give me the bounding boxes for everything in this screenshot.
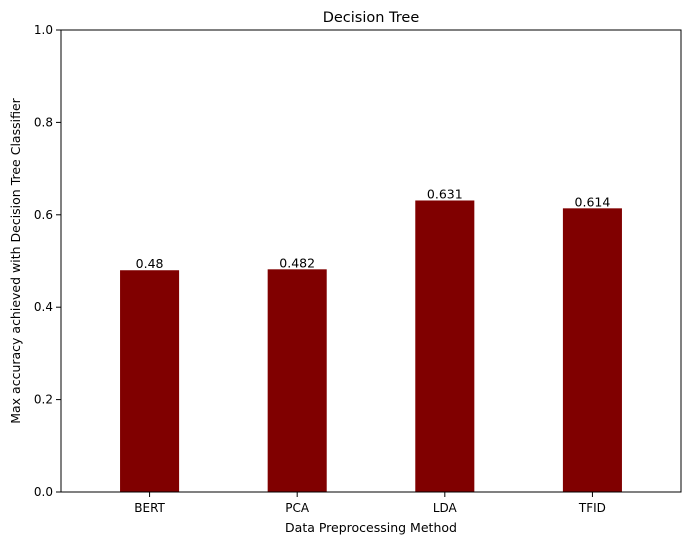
bar [267,269,327,492]
bar-value-label: 0.614 [575,194,611,209]
y-tick-label: 1.0 [34,23,53,37]
x-tick-label: LDA [433,501,458,515]
x-axis-label: Data Preprocessing Method [285,520,457,535]
chart-title: Decision Tree [323,10,420,26]
y-axis-label: Max accuracy achieved with Decision Tree… [8,97,23,423]
bar-value-label: 0.631 [427,186,463,201]
y-tick-label: 0.6 [34,208,53,222]
bar [415,200,475,492]
bar [120,270,180,492]
y-tick-label: 0.8 [34,115,53,129]
bar-value-label: 0.48 [136,256,164,271]
bar [562,208,622,492]
y-tick-label: 0.0 [34,485,53,499]
y-tick-label: 0.4 [34,300,53,314]
x-tick-label: BERT [134,501,165,515]
y-tick-label: 0.2 [34,393,53,407]
x-tick-label: PCA [285,501,310,515]
axes-frame [60,29,682,493]
plot-area: 0.0 0.2 0.4 0.6 0.8 1.0 BERT 0.48 PCA 0.482 LDA 0.6… [34,23,622,515]
bar-value-label: 0.482 [279,255,315,270]
x-tick-label: TFID [578,501,606,515]
